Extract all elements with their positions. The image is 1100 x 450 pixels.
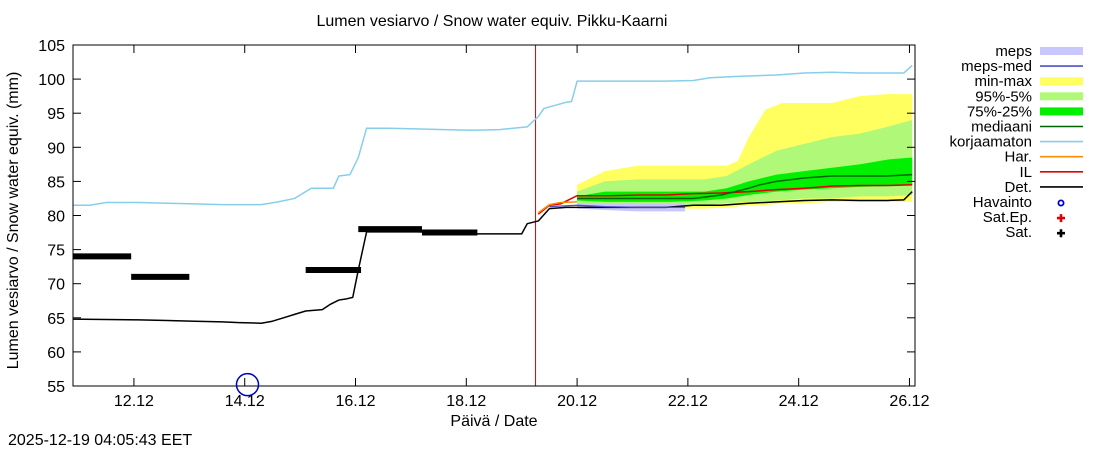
plot-area	[73, 45, 913, 386]
series-Det.	[73, 191, 913, 325]
legend-label-75%-25%: 75%-25%	[967, 103, 1032, 120]
y-tick-label-70: 70	[47, 277, 65, 294]
y-tick-label-65: 65	[47, 311, 65, 328]
legend-label-Sat.: Sat.	[1005, 224, 1032, 241]
y-tick-label-75: 75	[47, 243, 65, 260]
x-tick-label-16.12: 16.12	[335, 393, 375, 410]
chart-title: Lumen vesiarvo / Snow water equiv. Pikku…	[317, 13, 668, 30]
y-tick-label-100: 100	[38, 72, 65, 89]
series-korjaamaton	[73, 64, 913, 207]
legend-label-Det.: Det.	[1004, 179, 1032, 196]
legend-swatch-Sat.Ep.	[1057, 214, 1065, 223]
legend-swatch-Sat.	[1057, 229, 1065, 238]
series-meps-med	[549, 204, 686, 208]
legend-label-korjaamaton: korjaamaton	[949, 134, 1032, 151]
x-tick-label-26.12: 26.12	[889, 393, 929, 410]
x-tick-label-24.12: 24.12	[779, 393, 819, 410]
legend-label-mediaani: mediaani	[971, 119, 1032, 136]
legend-label-min-max: min-max	[974, 73, 1032, 90]
x-tick-label-14.12: 14.12	[225, 393, 265, 410]
timestamp: 2025-12-19 04:05:43 EET	[8, 432, 192, 449]
x-tick-label-22.12: 22.12	[668, 393, 708, 410]
x-axis-label: Päivä / Date	[450, 413, 537, 430]
legend-label-Sat.Ep.: Sat.Ep.	[983, 209, 1032, 226]
legend-swatch-75%-25%	[1040, 107, 1083, 116]
legend-label-meps: meps	[995, 43, 1032, 60]
legend-swatch-Havainto	[1057, 199, 1065, 207]
legend-label-Havainto: Havainto	[973, 194, 1032, 211]
legend-label-meps-med: meps-med	[961, 58, 1032, 75]
legend: mepsmeps-medmin-max95%-5%75%-25%mediaani…	[949, 43, 1083, 241]
legend-label-95%-5%: 95%-5%	[975, 88, 1032, 105]
series-mediaani	[577, 173, 913, 200]
y-tick-label-105: 105	[38, 38, 65, 55]
y-tick-label-55: 55	[47, 379, 65, 396]
observation-0	[235, 372, 260, 397]
y-tick-label-60: 60	[47, 345, 65, 362]
legend-swatch-min-max	[1040, 77, 1083, 86]
y-tick-label-80: 80	[47, 209, 65, 226]
band-75%-25%	[577, 157, 913, 202]
series-IL	[537, 184, 913, 215]
y-tick-label-90: 90	[47, 140, 65, 157]
x-tick-label-18.12: 18.12	[446, 393, 486, 410]
axes: 55 60 65 70 75 80 85 90 95 100 105 12.12 14.12 16.12 1…	[38, 38, 929, 410]
series-Har.	[537, 201, 578, 214]
y-tick-label-85: 85	[47, 174, 65, 191]
legend-label-IL: IL	[1019, 164, 1032, 181]
legend-swatch-95%-5%	[1040, 92, 1083, 101]
x-tick-label-12.12: 12.12	[114, 393, 154, 410]
y-axis-label: Lumen vesiarvo / Snow water equiv. (mm)	[5, 72, 22, 370]
x-tick-label-20.12: 20.12	[557, 393, 597, 410]
y-tick-label-95: 95	[47, 106, 65, 123]
legend-label-Har.: Har.	[1004, 149, 1032, 166]
legend-swatch-meps	[1040, 47, 1083, 55]
plot-frame	[72, 44, 916, 387]
